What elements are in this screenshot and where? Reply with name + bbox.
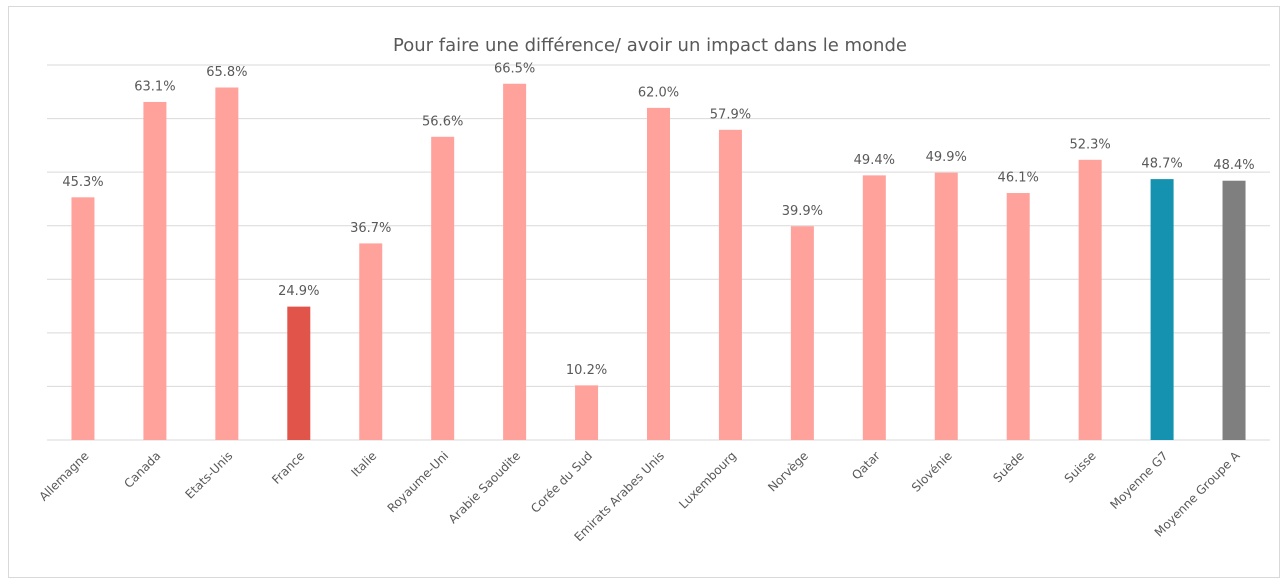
bar [1078,159,1102,441]
value-label: 46.1% [998,171,1039,186]
value-label: 65.8% [206,65,247,80]
bar [431,136,455,441]
value-label: 57.9% [710,107,751,122]
value-label: 56.6% [422,114,463,129]
value-label: 24.9% [278,284,319,299]
bar [934,172,958,440]
bar [862,175,886,440]
bar [1006,193,1030,440]
bar [790,226,814,440]
bar [1222,180,1246,440]
value-label: 66.5% [494,61,535,76]
value-label: 49.9% [926,150,967,165]
value-label: 48.4% [1213,158,1254,173]
bar [575,385,599,440]
value-label: 62.0% [638,85,679,100]
bar [718,129,742,441]
bar [143,101,167,440]
value-label: 48.7% [1141,157,1182,172]
bar [215,87,239,440]
value-label: 63.1% [134,79,175,94]
bar [287,306,311,440]
bar [647,107,670,440]
chart-title: Pour faire une différence/ avoir un impa… [393,35,907,56]
value-label: 36.7% [350,221,391,236]
value-label: 49.4% [854,153,895,168]
bar [503,83,527,440]
bar [359,243,383,440]
value-label: 39.9% [782,204,823,219]
value-label: 10.2% [566,363,607,378]
bar [71,197,95,440]
value-label: 45.3% [62,175,103,190]
bar [1150,179,1174,440]
value-label: 52.3% [1069,137,1110,152]
